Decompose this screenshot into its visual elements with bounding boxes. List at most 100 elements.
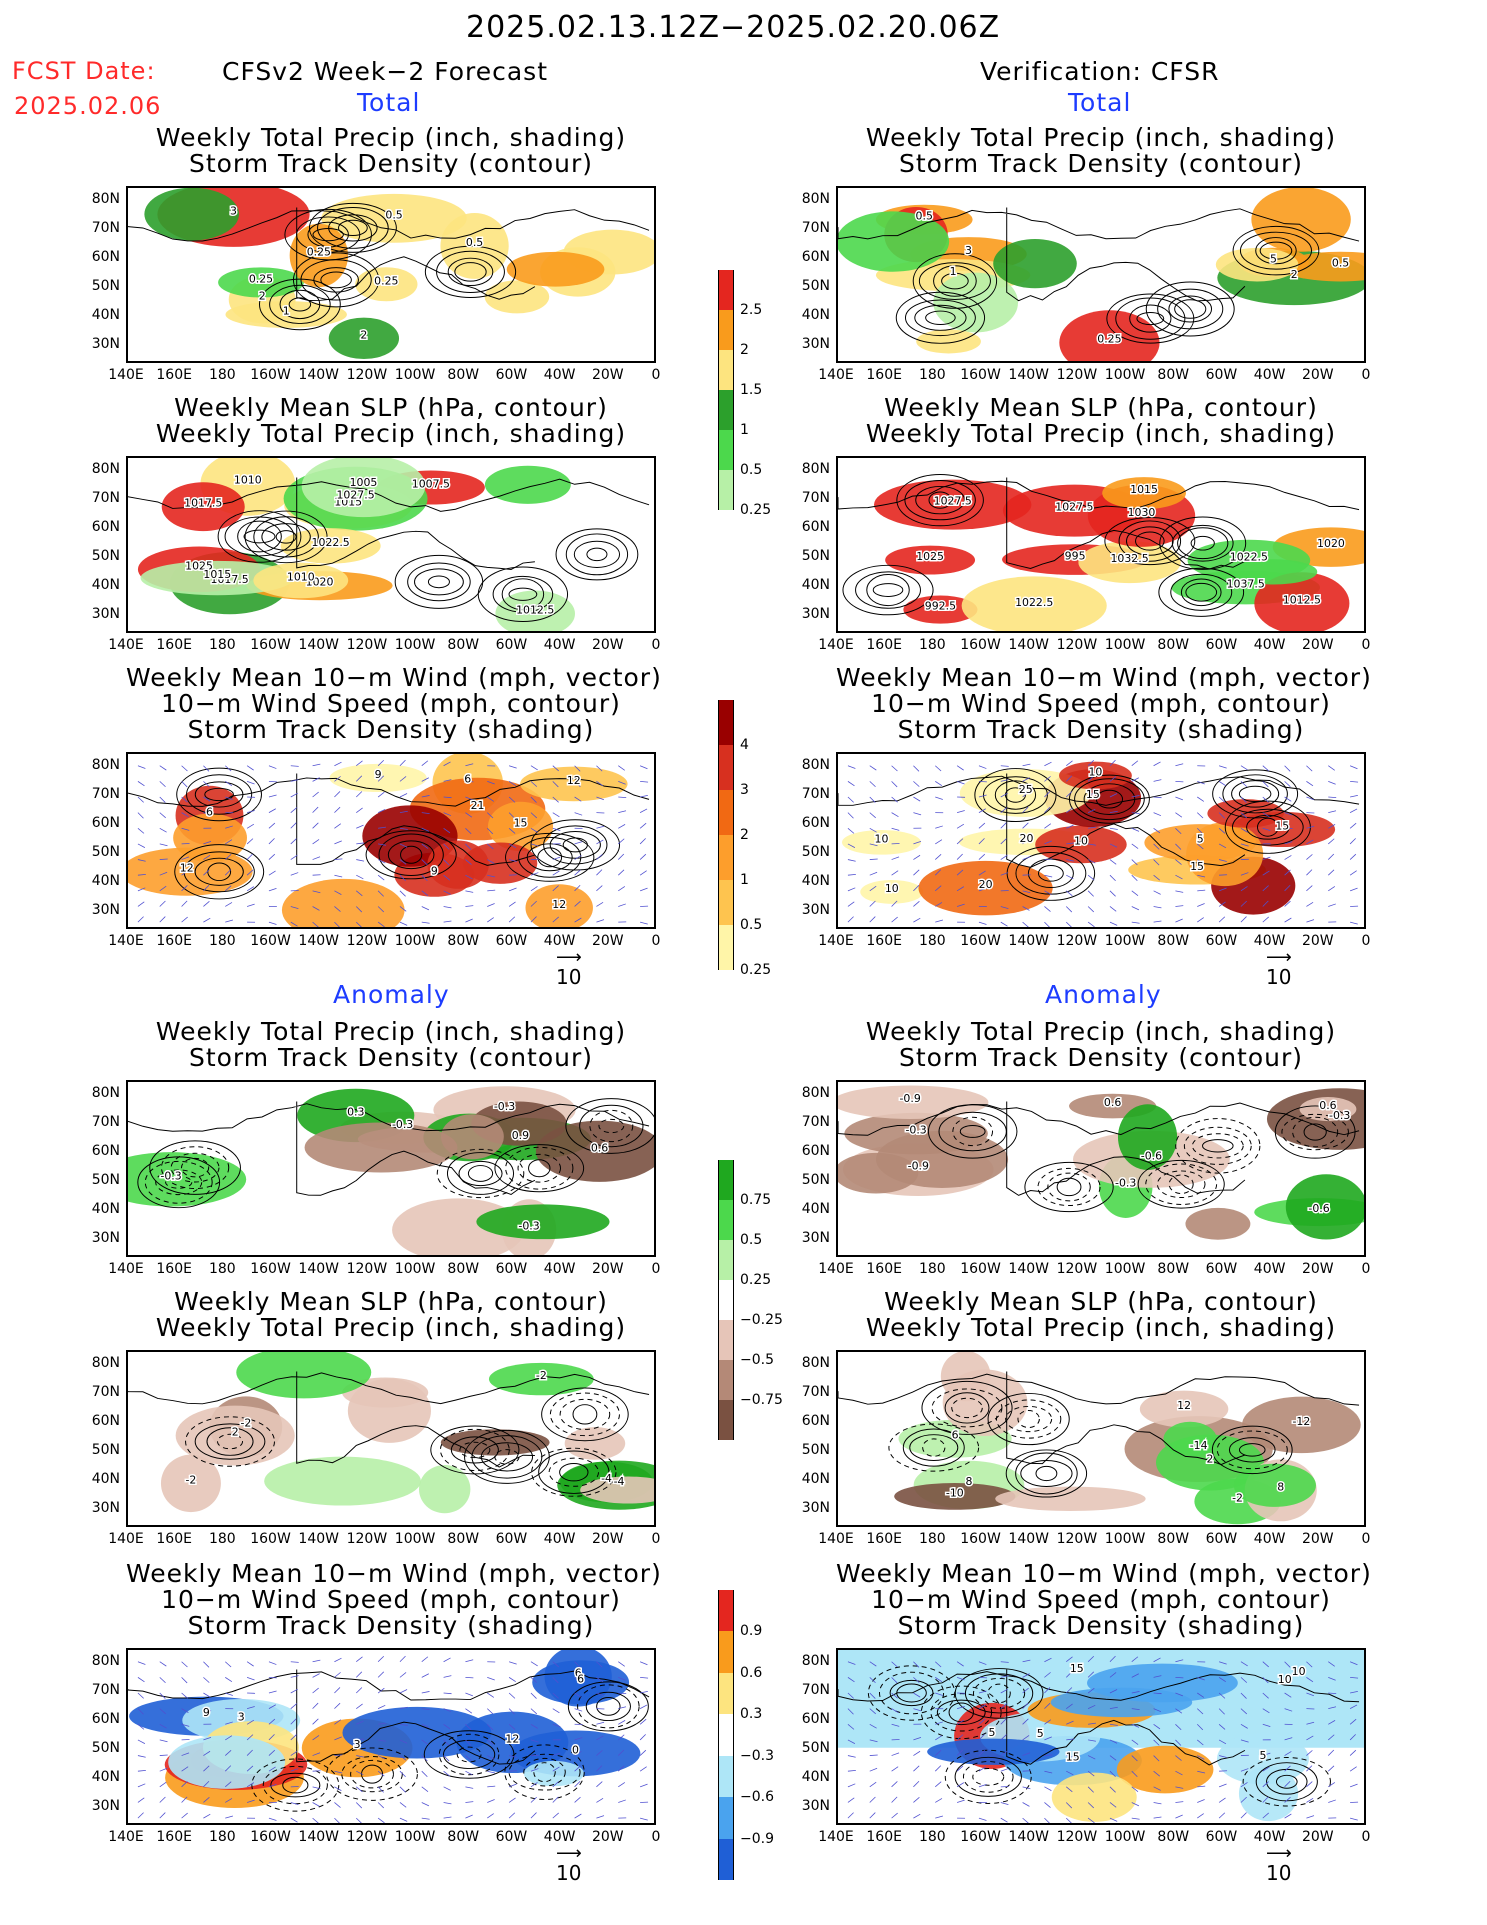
wind-vector bbox=[399, 1739, 408, 1744]
verification-ps-total-lon-label: 160W bbox=[960, 367, 1001, 383]
wind-vector bbox=[956, 1799, 965, 1803]
wind-vector bbox=[355, 921, 362, 927]
verification-wind-total-lat-label: 80N bbox=[801, 757, 830, 773]
verification-ps-total-lon-label: 20W bbox=[1301, 367, 1334, 383]
wind-vector bbox=[1065, 1802, 1073, 1809]
verification-sp-total-lat-label: 50N bbox=[801, 548, 830, 564]
wind-vector bbox=[1350, 794, 1358, 798]
shading-region bbox=[1059, 310, 1160, 361]
wind-vector bbox=[268, 1718, 276, 1725]
wind-vector bbox=[552, 856, 561, 860]
wind-vector bbox=[377, 808, 386, 813]
wind-vector bbox=[1000, 1718, 1007, 1725]
contour-label: 2 bbox=[360, 328, 367, 341]
wind-vector bbox=[421, 1673, 429, 1678]
wind-vector bbox=[399, 1786, 406, 1793]
wind-vector bbox=[1044, 1687, 1051, 1694]
shading-region bbox=[1251, 188, 1351, 252]
contour-line bbox=[889, 1679, 934, 1707]
verification-wind-total-lon-label: 40W bbox=[1253, 933, 1286, 949]
contour-line bbox=[1136, 312, 1165, 326]
verification-sp-total-lon-label: 180 bbox=[918, 637, 946, 653]
wind-vector bbox=[1218, 1723, 1226, 1730]
wind-vector bbox=[181, 900, 188, 907]
wind-vector bbox=[1000, 792, 1008, 798]
forecast-sp-anom-lon-label: 140E bbox=[108, 1531, 144, 1547]
contour-line bbox=[1126, 526, 1174, 556]
wind-vector bbox=[1284, 1677, 1291, 1684]
verification-ps-anom-lon-label: 80W bbox=[1157, 1261, 1190, 1277]
wind-vector bbox=[1175, 828, 1182, 835]
verification-wind-anom-map: 10 5 5 10 15 15 5 bbox=[836, 1648, 1366, 1825]
wind-vector bbox=[869, 1754, 878, 1756]
wind-vector bbox=[443, 1802, 452, 1805]
wind-vector bbox=[268, 1749, 276, 1756]
wind-vector bbox=[1066, 890, 1073, 897]
contour-label: 995 bbox=[1065, 550, 1086, 563]
wind-vector bbox=[1066, 1738, 1075, 1741]
wind-vector bbox=[956, 1676, 965, 1681]
contour-label: 15 bbox=[1190, 860, 1204, 873]
forecast-wind-anom-lon-label: 140E bbox=[108, 1829, 144, 1845]
forecast-ps-total-title-line-1: Weekly Total Precip (inch, shading) bbox=[155, 123, 627, 152]
wind-vector bbox=[1000, 779, 1009, 782]
wind-vector bbox=[1109, 776, 1117, 782]
wind-vector bbox=[1153, 1723, 1161, 1730]
shading-region bbox=[484, 280, 550, 314]
wind-vector bbox=[847, 1812, 854, 1819]
colorbar-label: 0.6 bbox=[740, 1664, 763, 1681]
wind-vector bbox=[225, 825, 233, 829]
wind-vector bbox=[1175, 843, 1182, 850]
verification-ps-anom-lon-label: 140E bbox=[818, 1261, 854, 1277]
left-total-label: Total bbox=[357, 88, 421, 117]
wind-vector bbox=[443, 890, 451, 895]
wind-vector bbox=[869, 1661, 877, 1667]
verification-sp-anom-lat-label: 50N bbox=[801, 1442, 830, 1458]
wind-vector bbox=[1240, 1708, 1248, 1715]
shading-region bbox=[1186, 822, 1264, 887]
wind-vector bbox=[1153, 1755, 1160, 1762]
wind-vector bbox=[1022, 1659, 1031, 1663]
contour-line bbox=[1106, 293, 1195, 344]
verification-sp-anom-lon-label: 140W bbox=[1008, 1531, 1050, 1547]
wind-vector bbox=[639, 838, 646, 845]
wind-vector bbox=[1131, 760, 1139, 767]
wind-vector bbox=[290, 1703, 298, 1709]
wind-vector bbox=[1262, 765, 1269, 772]
wind-vector bbox=[869, 827, 877, 833]
forecast-wind-total-lat-label: 80N bbox=[91, 757, 120, 773]
wind-vector bbox=[1328, 838, 1335, 845]
contour-line bbox=[1212, 769, 1299, 819]
wind-vector bbox=[913, 1661, 920, 1668]
verification-ps-anom-lon-label: 40W bbox=[1253, 1261, 1286, 1277]
colorbar-swatch bbox=[718, 700, 734, 745]
shading-region bbox=[160, 1454, 221, 1513]
wind-vector bbox=[508, 1739, 517, 1745]
wind-vector bbox=[1000, 822, 1007, 829]
wind-vector bbox=[159, 1739, 168, 1743]
contour-label: 15 bbox=[1086, 788, 1100, 801]
forecast-ps-anom-lat-label: 40N bbox=[91, 1201, 120, 1217]
wind-vector bbox=[1175, 1708, 1183, 1714]
contour-label: 2 bbox=[1206, 1453, 1213, 1466]
contour-line bbox=[423, 1730, 515, 1779]
wind-vector bbox=[891, 856, 900, 860]
contour-line bbox=[572, 1404, 598, 1425]
wind-vector bbox=[181, 1752, 190, 1756]
contour-line bbox=[927, 1104, 1018, 1159]
wind-vector bbox=[1022, 763, 1031, 767]
wind-vector bbox=[1131, 859, 1138, 866]
wind-vector bbox=[1044, 1672, 1051, 1678]
wind-vector bbox=[203, 1780, 210, 1788]
wind-vector bbox=[1350, 1817, 1358, 1821]
wind-vector bbox=[1240, 1768, 1249, 1772]
verification-ps-anom-lat-label: 80N bbox=[801, 1085, 830, 1101]
wind-vector bbox=[847, 874, 856, 876]
wind-vector bbox=[530, 1661, 538, 1667]
wind-vector bbox=[312, 1786, 321, 1790]
forecast-sp-total-lon-label: 100W bbox=[394, 637, 436, 653]
wind-vector bbox=[399, 890, 406, 897]
wind-vector bbox=[869, 900, 876, 907]
wind-vector bbox=[246, 1734, 254, 1741]
wind-vector bbox=[399, 843, 408, 848]
